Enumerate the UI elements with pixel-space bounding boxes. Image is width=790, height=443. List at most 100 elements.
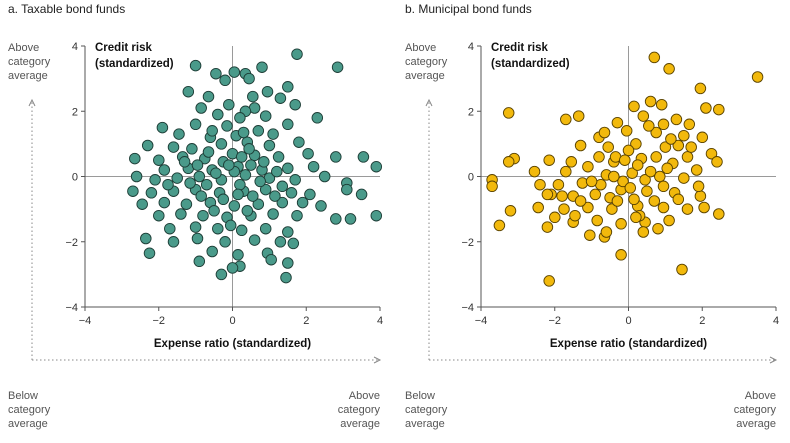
data-point bbox=[631, 159, 644, 171]
data-point bbox=[486, 180, 498, 193]
data-point bbox=[226, 262, 239, 274]
data-point bbox=[696, 131, 709, 144]
right-above-average-label: average bbox=[736, 418, 776, 430]
up-arrow-head bbox=[425, 98, 433, 107]
data-point bbox=[282, 257, 294, 269]
data-point bbox=[280, 271, 292, 284]
data-point bbox=[670, 113, 683, 126]
above-average-label: category bbox=[405, 56, 448, 68]
data-point bbox=[648, 51, 661, 64]
x-tick-label: 0 bbox=[625, 315, 631, 327]
data-point bbox=[127, 185, 139, 197]
data-point bbox=[195, 102, 207, 114]
data-point bbox=[219, 74, 231, 87]
data-point bbox=[637, 110, 650, 122]
data-point bbox=[140, 232, 152, 245]
data-point bbox=[206, 245, 218, 258]
data-point bbox=[370, 209, 383, 222]
data-point bbox=[215, 268, 228, 281]
data-point bbox=[215, 138, 228, 150]
data-point bbox=[665, 133, 677, 145]
data-point bbox=[158, 164, 171, 176]
y-tick-label: −4 bbox=[461, 302, 474, 314]
data-point bbox=[713, 208, 725, 220]
data-point bbox=[628, 193, 640, 206]
data-point bbox=[212, 222, 224, 235]
data-point bbox=[565, 156, 578, 168]
data-point bbox=[143, 247, 156, 259]
data-point bbox=[195, 190, 207, 202]
data-point bbox=[628, 100, 640, 113]
data-point bbox=[558, 203, 570, 215]
data-point bbox=[528, 165, 541, 178]
data-point bbox=[355, 188, 368, 201]
data-point bbox=[267, 208, 279, 220]
data-point bbox=[370, 160, 383, 173]
data-point bbox=[158, 196, 171, 209]
data-point bbox=[289, 174, 301, 186]
data-point bbox=[223, 98, 235, 111]
data-point bbox=[330, 213, 342, 225]
y-axis-title-line: Credit risk bbox=[491, 42, 548, 54]
data-point bbox=[234, 112, 246, 124]
data-point bbox=[296, 196, 309, 209]
data-point bbox=[626, 167, 638, 179]
data-point bbox=[291, 48, 303, 60]
right-arrow-head bbox=[373, 356, 382, 364]
data-point bbox=[180, 198, 193, 210]
data-point bbox=[569, 209, 581, 222]
data-point bbox=[654, 170, 666, 183]
data-point bbox=[173, 128, 185, 140]
data-point bbox=[265, 253, 277, 266]
data-point bbox=[652, 222, 664, 235]
y-axis-title-line: (standardized) bbox=[95, 58, 174, 70]
data-point bbox=[175, 208, 187, 220]
data-point bbox=[648, 195, 661, 207]
data-point bbox=[644, 165, 657, 178]
data-point bbox=[713, 103, 725, 116]
data-point bbox=[549, 211, 561, 224]
x-tick-label: 4 bbox=[377, 315, 383, 327]
data-point bbox=[572, 110, 585, 122]
panel-a: a. Taxable bond funds −4 −2 0 2 4 4 2 0 −2 −4 Credi… bbox=[8, 2, 383, 430]
data-point bbox=[611, 195, 624, 207]
data-point bbox=[289, 98, 301, 111]
data-point bbox=[585, 175, 598, 188]
data-point bbox=[254, 175, 266, 188]
right-arrow-head bbox=[769, 356, 778, 364]
data-point bbox=[241, 205, 254, 217]
data-point bbox=[162, 178, 174, 191]
data-point bbox=[574, 139, 587, 152]
data-point bbox=[600, 226, 613, 238]
data-point bbox=[248, 234, 261, 246]
data-point bbox=[694, 190, 707, 202]
data-point bbox=[307, 160, 320, 173]
data-point bbox=[672, 139, 685, 152]
data-point bbox=[582, 201, 594, 214]
up-arrow-head bbox=[28, 98, 36, 107]
y-axis-title: Credit risk (standardized) bbox=[491, 42, 570, 70]
data-point bbox=[282, 81, 294, 93]
data-point bbox=[136, 198, 148, 210]
panel-b: b. Municipal bond funds −4 −2 0 2 4 4 2 0 −2 −4 Cre… bbox=[405, 2, 779, 430]
data-point bbox=[318, 170, 331, 183]
data-point bbox=[598, 126, 611, 139]
data-point bbox=[643, 120, 655, 132]
data-point bbox=[287, 237, 300, 250]
data-point bbox=[751, 71, 764, 83]
data-point bbox=[202, 90, 215, 103]
data-point bbox=[191, 159, 204, 171]
data-point bbox=[189, 59, 202, 72]
data-point bbox=[504, 205, 517, 217]
data-point bbox=[659, 141, 672, 153]
data-point bbox=[304, 188, 316, 201]
right-above-average-label: category bbox=[734, 404, 777, 416]
data-point bbox=[552, 178, 565, 191]
data-point bbox=[263, 139, 276, 152]
data-point bbox=[184, 177, 196, 189]
data-point bbox=[274, 92, 287, 104]
y-tick-label: 4 bbox=[72, 41, 78, 53]
data-point bbox=[657, 180, 670, 193]
right-above-average-label: Above bbox=[349, 390, 380, 402]
